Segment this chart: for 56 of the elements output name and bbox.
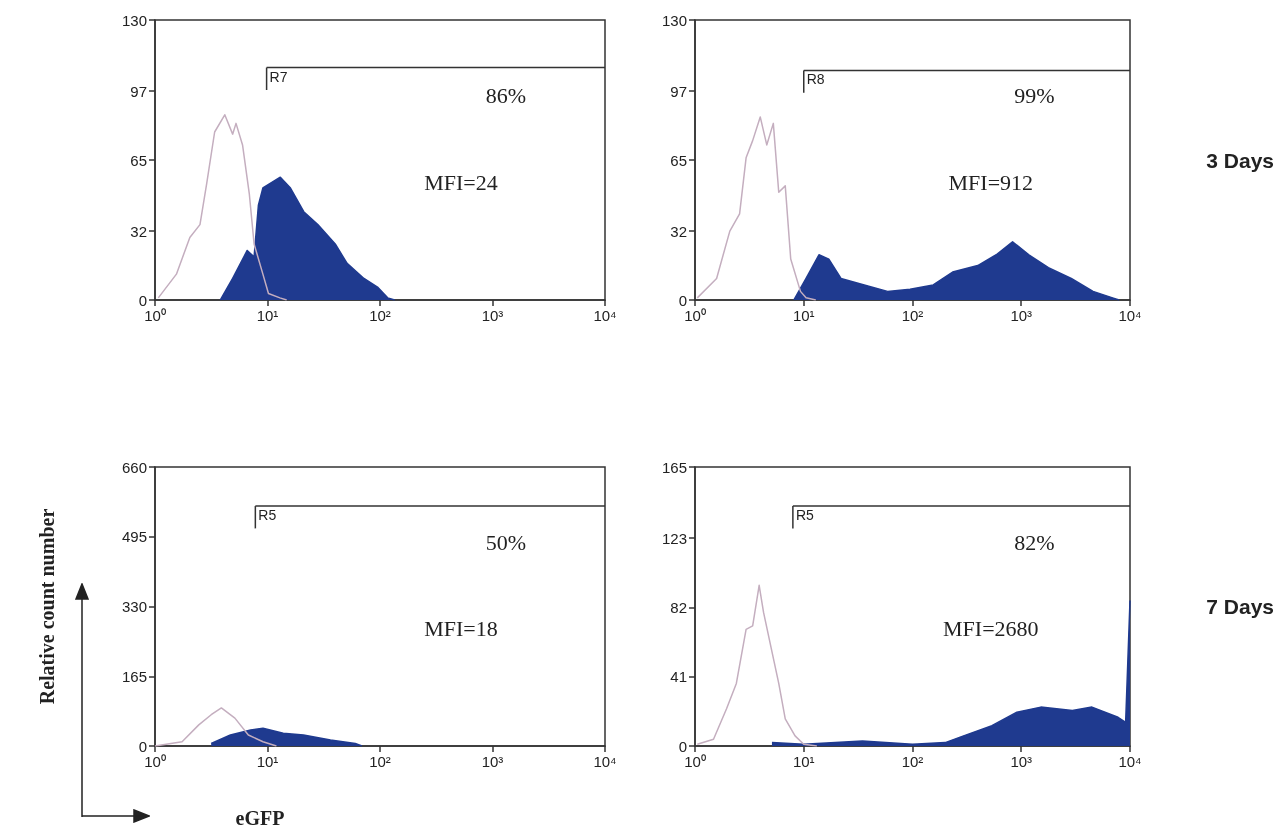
y-tick-label: 0: [138, 737, 147, 755]
x-tick-label: 10¹: [792, 307, 815, 324]
annotation: R5: [258, 507, 277, 524]
y-tick-label: 330: [121, 598, 147, 615]
y-tick-label: 82: [670, 598, 687, 616]
x-tick-label: 10¹: [256, 307, 279, 324]
y-tick-label: 32: [670, 222, 687, 240]
y-tick-label: 65: [670, 151, 687, 169]
y-tick-label: 97: [130, 82, 147, 100]
y-tick-label: 97: [670, 82, 687, 100]
y-tick-label: 165: [121, 667, 147, 685]
annotation: MFI=18: [424, 616, 498, 642]
x-tick-label: 10⁰: [684, 753, 706, 770]
x-tick-label: 10³: [1010, 307, 1033, 324]
x-tick-label: 10¹: [256, 753, 279, 770]
y-tick-label: 0: [678, 737, 687, 755]
y-tick-label: 123: [661, 529, 687, 547]
y-tick-label: 0: [138, 291, 147, 309]
annotation: 86%: [485, 83, 527, 109]
y-tick-label: 0: [678, 291, 687, 309]
annotation: MFI=912: [948, 169, 1034, 195]
text: 3 Days: [1206, 148, 1274, 172]
x-tick-label: 10⁴: [593, 753, 617, 770]
annotation: R5: [795, 507, 814, 524]
annotation: 99%: [1014, 83, 1055, 109]
x-tick-label: 10⁴: [593, 307, 617, 324]
x-tick-label: 10²: [369, 753, 391, 770]
x-tick-label: 10³: [481, 753, 504, 770]
x-tick-label: 10²: [369, 307, 391, 324]
y-axis-title: Relative count number: [36, 508, 58, 705]
y-tick-label: 165: [661, 458, 687, 476]
x-tick-label: 10³: [1010, 753, 1033, 770]
y-tick-label: 32: [130, 222, 147, 240]
x-tick-label: 10⁰: [144, 307, 166, 324]
y-tick-label: 660: [121, 458, 147, 476]
y-tick-label: 130: [661, 11, 687, 29]
x-tick-label: 10²: [901, 753, 924, 770]
y-tick-label: 65: [130, 151, 147, 169]
annotation: 82%: [1014, 529, 1055, 555]
text: 7 Days: [1206, 595, 1274, 618]
annotation: 50%: [485, 529, 527, 555]
y-tick-label: 495: [121, 528, 147, 546]
x-tick-label: 10⁴: [1118, 307, 1142, 324]
y-tick-label: 41: [670, 668, 687, 686]
x-tick-label: 10⁰: [144, 753, 166, 770]
x-tick-label: 10⁴: [1118, 753, 1142, 770]
annotation: MFI=24: [424, 169, 498, 195]
x-axis-title: eGFP: [235, 807, 285, 829]
annotation: R7: [269, 68, 288, 85]
x-tick-label: 10²: [901, 307, 924, 324]
x-tick-label: 10¹: [792, 753, 815, 770]
x-tick-label: 10⁰: [684, 307, 706, 324]
annotation: R8: [806, 71, 825, 88]
annotation: MFI=2680: [943, 616, 1039, 642]
x-tick-label: 10³: [481, 307, 504, 324]
y-tick-label: 130: [121, 11, 147, 29]
